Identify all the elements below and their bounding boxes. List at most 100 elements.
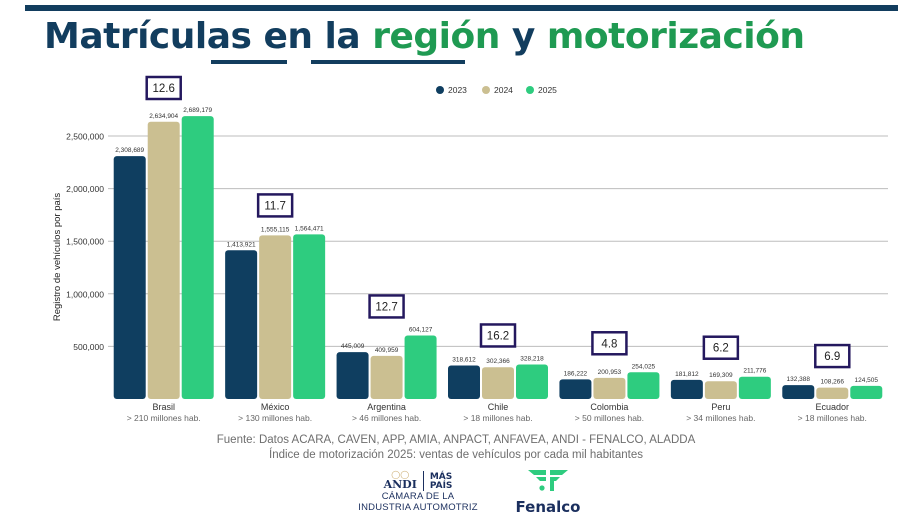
motorization-box-méxico [256,193,294,218]
source-note: Fuente: Datos ACARA, CAVEN, APP, AMIA, A… [216,434,696,446]
motorization-box-argentina [368,294,405,319]
legend-label-2024: 2024 [494,85,513,95]
x-category-label: Chile [488,402,509,412]
top-accent-bar [25,5,898,11]
bar-argentina-2024 [370,355,403,399]
bar-value-label: 169,309 [709,372,733,379]
bar-value-label: 132,388 [787,376,811,383]
bar-value-labels: 2,308,689 2,634,904 2,689,179 1,413,921 1,55… [115,107,878,386]
bar-value-label: 2,308,689 [115,147,144,154]
x-category-sublabel: > 18 millones hab. [798,413,867,423]
bar-value-label: 124,505 [855,377,879,384]
x-category-sublabel: > 130 millones hab. [238,413,312,423]
x-category-label: Argentina [367,402,406,412]
x-category-sublabel: > 46 millones hab. [352,413,421,423]
bar-chart: 500,000 1,000,000 1,500,000 2,000,000 2,500,… [52,75,888,423]
motorization-index-boxes: 12.6 11.7 12.7 16.2 4.8 6.2 6.9 [145,75,851,369]
bar-peru-2024 [704,381,737,399]
bar-colombia-2024 [593,377,626,399]
bar-colombia-2023 [559,379,592,399]
bar-value-label: 445,009 [341,343,365,350]
bar-chile-2025 [516,364,548,399]
x-category-label: Peru [711,402,730,412]
bar-value-label: 200,953 [598,369,622,376]
x-category-sublabel: > 18 millones hab. [463,413,532,423]
bar-brasil-2025 [181,116,214,400]
mas-pais-text-2: PAÍS [429,481,453,491]
title-text-region: región [372,16,500,57]
bar-value-label: 1,555,115 [261,226,290,233]
bar-ecuador-2023 [782,385,815,399]
y-tick-label: 2,500,000 [66,132,104,142]
bars [113,116,883,400]
bar-value-label: 1,564,471 [295,225,324,232]
motorization-index-value: 11.7 [264,200,286,212]
x-category-sublabel: > 34 millones hab. [686,413,755,423]
andi-logo-text: ANDI [383,478,417,491]
andi-rings-icon: ◯◯ [391,469,410,479]
bar-argentina-2023 [336,352,369,399]
legend-label-2023: 2023 [448,85,467,95]
x-category-label: Brasil [152,402,175,412]
motorization-index-value: 6.2 [713,343,729,355]
bar-value-label: 181,812 [675,371,699,378]
bar-value-label: 2,634,904 [149,113,178,120]
bar-argentina-2025 [404,335,437,399]
y-tick-label: 1,000,000 [66,289,104,299]
motorization-index-value: 12.7 [375,301,397,313]
y-tick-label: 2,000,000 [66,184,104,194]
camara-text-1: CÁMARA DE LA [381,491,455,502]
bar-ecuador-2024 [816,387,849,399]
bar-méxico-2025 [293,234,326,399]
bar-peru-2025 [738,376,771,399]
x-category-sublabel: > 50 millones hab. [575,413,644,423]
legend-marker-2024 [482,86,490,94]
bar-value-label: 2,689,179 [183,107,212,114]
bar-méxico-2024 [259,235,292,399]
y-tick-label: 1,500,000 [66,237,104,247]
motorization-index-note: Índice de motorización 2025: ventas de v… [269,449,643,461]
bar-méxico-2023 [225,250,258,399]
motorization-index-value: 6.9 [824,351,840,363]
bar-ecuador-2025 [850,385,883,399]
bar-colombia-2025 [627,372,660,399]
bar-value-label: 1,413,921 [227,241,256,248]
motorization-box-ecuador [814,343,851,369]
legend-marker-2023 [436,86,444,94]
bar-brasil-2024 [147,121,180,399]
motorization-box-brasil [145,75,182,101]
legend-marker-2025 [526,86,534,94]
title-underline-motorizacion [311,60,465,64]
x-category-label: Ecuador [816,402,850,412]
legend: 2023 2024 2025 [436,85,557,95]
title-text-motorizacion: motorización [546,16,805,57]
motorization-box-peru [702,335,740,360]
bar-value-label: 318,612 [452,356,476,363]
bar-value-label: 211,776 [743,368,766,375]
camara-text-2: INDUSTRIA AUTOMOTRIZ [358,502,478,513]
fenalco-emblem-icon [528,470,568,491]
x-category-sublabel: > 210 millones hab. [127,413,201,423]
fenalco-logo-text: Fenalco [515,498,581,516]
legend-label-2025: 2025 [538,85,557,95]
y-axis-ticks: 500,000 1,000,000 1,500,000 2,000,000 2,500,… [66,132,104,352]
bar-value-label: 604,127 [409,326,433,333]
bar-value-label: 254,025 [632,363,656,370]
title-text-3: y [499,16,547,57]
title-text-1: Matrículas en la [44,16,373,57]
bar-value-label: 302,366 [486,358,510,365]
bar-value-label: 108,266 [821,379,845,386]
motorization-box-chile [479,323,517,348]
bar-brasil-2023 [113,156,146,399]
bar-value-label: 186,222 [564,370,588,377]
motorization-index-value: 12.6 [153,83,175,95]
x-category-label: Colombia [590,402,628,412]
gridlines [108,135,888,347]
y-axis-label: Registro de vehículos por país [52,193,63,322]
y-tick-label: 500,000 [73,342,104,352]
andi-logo: ◯◯ ANDI MÁS PAÍS CÁMARA DE LA INDUSTRIA … [358,470,478,513]
x-category-label: México [261,402,290,412]
bar-value-label: 328,218 [520,355,544,362]
logo-divider [422,471,424,491]
bar-peru-2023 [670,379,703,399]
